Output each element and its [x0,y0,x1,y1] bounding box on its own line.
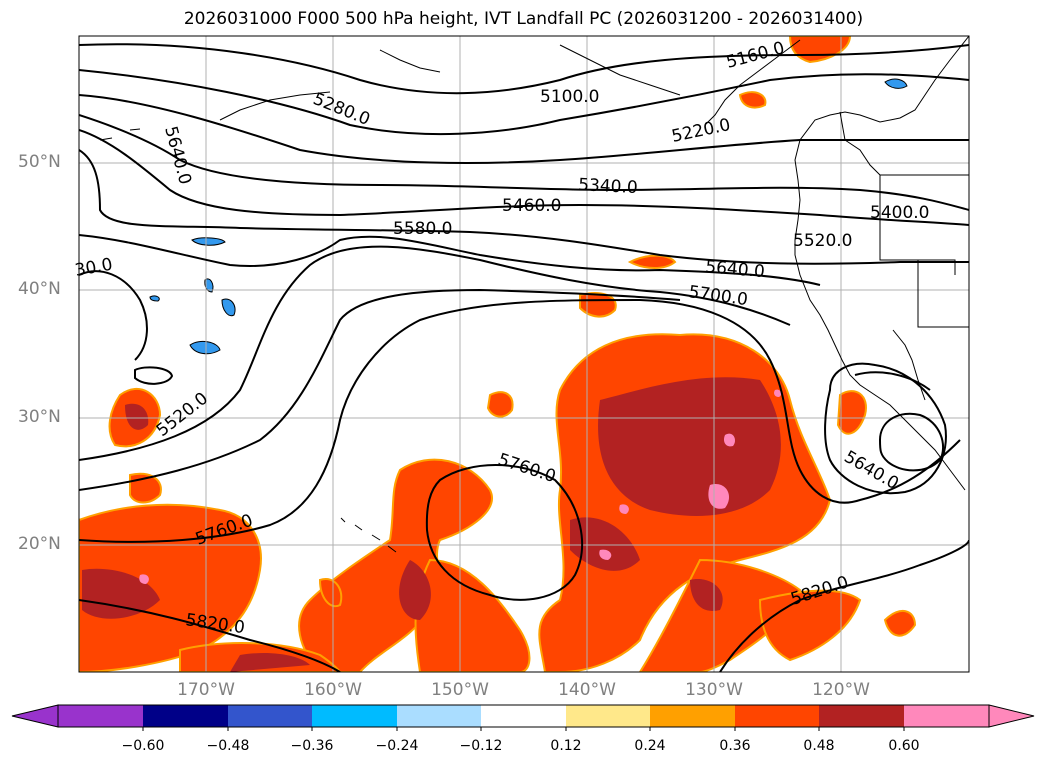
colorbar-tick-label: −0.24 [375,738,419,754]
contour-label: 5160.0 [724,38,787,73]
colorbar-swatch [312,705,397,727]
colorbar-swatch [650,705,735,727]
contour-label: 5700.0 [687,282,749,310]
height-contours [79,43,969,672]
contour-label: 5460.0 [502,196,561,216]
contour-label: 5400.0 [870,203,929,223]
colorbar-swatch [228,705,312,727]
contour-label: 5340.0 [578,175,638,198]
colorbar-swatch [397,705,481,727]
lon-label: 150°W [431,680,489,700]
colorbar-tick-label: 0.12 [550,738,582,754]
lat-label: 50°N [18,152,61,172]
graticule [79,36,969,672]
colorbar-swatch [735,705,819,727]
map-frame [78,35,970,673]
contour-label-group: 5160.0 5100.0 5280.0 5220.0 5640.0 5340.… [73,38,929,638]
contour-label: 5100.0 [540,87,599,107]
colorbar-swatch [58,705,143,727]
lon-label: 160°W [304,680,362,700]
lat-label: 40°N [18,279,61,299]
lat-label: 20°N [18,534,61,554]
colorbar-tick-label: 0.48 [803,738,835,754]
colorbar-extend-low [11,704,59,728]
colorbar-tick-label: 0.24 [634,738,666,754]
colorbar-swatch [481,705,566,727]
contour-label: 5640.0 [160,124,195,187]
colorbar [11,704,1035,731]
lon-label: 170°W [177,680,235,700]
colorbar-swatch [566,705,650,727]
contour-label: 5580.0 [393,219,452,239]
lon-label: 120°W [812,680,870,700]
contour-label: 5280.0 [310,89,373,130]
lon-label: 130°W [685,680,743,700]
colorbar-tick-label: 0.36 [719,738,751,754]
contour-label: 5760.0 [495,450,558,487]
contour-label: 30.0 [73,255,114,281]
contour-label: 5520.0 [793,231,852,251]
colorbar-tick-label: −0.60 [121,738,165,754]
colorbar-extend-high [988,704,1035,728]
colorbar-tick-label: 0.60 [888,738,920,754]
contour-label: 5640.0 [841,447,903,494]
colorbar-swatch [904,705,989,727]
contour-label: 5220.0 [670,115,732,147]
colorbar-tick-label: −0.48 [206,738,250,754]
lat-label: 30°N [18,407,61,427]
figure-title: 2026031000 F000 500 hPa height, IVT Land… [183,9,864,29]
colorbar-swatch [143,705,228,727]
lon-label: 140°W [558,680,616,700]
colorbar-tick-label: −0.12 [459,738,503,754]
colorbar-swatch [819,705,904,727]
colorbar-tick-label: −0.36 [290,738,334,754]
